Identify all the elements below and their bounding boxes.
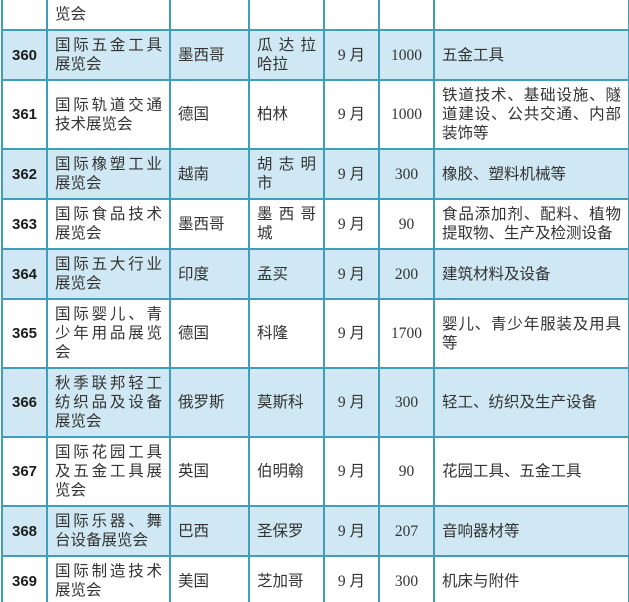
table-row: 368 国际乐器、舞台设备展览会 巴西 圣保罗 9 月 207 音响器材等	[1, 505, 629, 557]
cell-description: 五金工具	[433, 29, 629, 81]
cell-no: 361	[1, 79, 48, 150]
cell-name: 国际五金工具展览会	[46, 29, 171, 81]
cell-city: 伯明翰	[248, 436, 325, 507]
cell-no	[1, 0, 48, 31]
cell-scale: 90	[378, 198, 435, 250]
cell-month: 9 月	[323, 198, 380, 250]
cell-description: 花园工具、五金工具	[433, 436, 629, 507]
cell-scale: 300	[378, 148, 435, 200]
cell-name: 国际花园工具及五金工具展览会	[46, 436, 171, 507]
cell-scale: 1700	[378, 298, 435, 369]
cell-description: 轻工、纺织及生产设备	[433, 367, 629, 438]
cell-month: 9 月	[323, 367, 380, 438]
cell-scale: 300	[378, 367, 435, 438]
table-row: 363 国际食品技术展览会 墨西哥 墨西哥城 9 月 90 食品添加剂、配料、植物提取物、生…	[1, 198, 629, 250]
cell-name: 览会	[46, 0, 171, 31]
cell-country: 越南	[169, 148, 250, 200]
cell-description: 音响器材等	[433, 505, 629, 557]
cell-name: 国际五大行业展览会	[46, 248, 171, 300]
cell-name: 秋季联邦轻工纺织品及设备展览会	[46, 367, 171, 438]
cell-city	[248, 0, 325, 31]
cell-country	[169, 0, 250, 31]
cell-no: 365	[1, 298, 48, 369]
cell-name: 国际婴儿、青少年用品展览会	[46, 298, 171, 369]
table-row: 369 国际制造技术展览会 美国 芝加哥 9 月 300 机床与附件	[1, 555, 629, 602]
cell-description	[433, 0, 629, 31]
cell-country: 德国	[169, 298, 250, 369]
cell-name: 国际制造技术展览会	[46, 555, 171, 602]
cell-no: 369	[1, 555, 48, 602]
cell-month: 9 月	[323, 29, 380, 81]
cell-no: 360	[1, 29, 48, 81]
cell-month: 9 月	[323, 148, 380, 200]
cell-country: 俄罗斯	[169, 367, 250, 438]
cell-country: 美国	[169, 555, 250, 602]
table-row: 365 国际婴儿、青少年用品展览会 德国 科隆 9 月 1700 婴儿、青少年服装及用具等	[1, 298, 629, 369]
cell-month	[323, 0, 380, 31]
table-row: 367 国际花园工具及五金工具展览会 英国 伯明翰 9 月 90 花园工具、五金工具	[1, 436, 629, 507]
cell-no: 362	[1, 148, 48, 200]
cell-scale	[378, 0, 435, 31]
cell-name: 国际轨道交通技术展览会	[46, 79, 171, 150]
cell-city: 胡志明市	[248, 148, 325, 200]
cell-country: 巴西	[169, 505, 250, 557]
cell-country: 德国	[169, 79, 250, 150]
cell-description: 机床与附件	[433, 555, 629, 602]
cell-city: 墨西哥城	[248, 198, 325, 250]
table-row: 366 秋季联邦轻工纺织品及设备展览会 俄罗斯 莫斯科 9 月 300 轻工、纺织及生产设备	[1, 367, 629, 438]
cell-country: 墨西哥	[169, 29, 250, 81]
cell-city: 科隆	[248, 298, 325, 369]
cell-name: 国际橡塑工业展览会	[46, 148, 171, 200]
cell-city: 孟买	[248, 248, 325, 300]
cell-name: 国际乐器、舞台设备展览会	[46, 505, 171, 557]
table-row: 364 国际五大行业展览会 印度 孟买 9 月 200 建筑材料及设备	[1, 248, 629, 300]
cell-country: 墨西哥	[169, 198, 250, 250]
cell-month: 9 月	[323, 298, 380, 369]
cell-city: 柏林	[248, 79, 325, 150]
cell-city: 瓜达拉哈拉	[248, 29, 325, 81]
cell-scale: 207	[378, 505, 435, 557]
cell-no: 367	[1, 436, 48, 507]
cell-city: 芝加哥	[248, 555, 325, 602]
cell-city: 莫斯科	[248, 367, 325, 438]
cell-no: 364	[1, 248, 48, 300]
cell-description: 婴儿、青少年服装及用具等	[433, 298, 629, 369]
cell-scale: 1000	[378, 29, 435, 81]
cell-name: 国际食品技术展览会	[46, 198, 171, 250]
cell-description: 铁道技术、基础设施、隧道建设、公共交通、内部装饰等	[433, 79, 629, 150]
cell-scale: 300	[378, 555, 435, 602]
cell-month: 9 月	[323, 555, 380, 602]
table-row: 362 国际橡塑工业展览会 越南 胡志明市 9 月 300 橡胶、塑料机械等	[1, 148, 629, 200]
cell-month: 9 月	[323, 248, 380, 300]
table-row-partial: 览会	[1, 0, 629, 31]
cell-month: 9 月	[323, 79, 380, 150]
cell-month: 9 月	[323, 436, 380, 507]
cell-scale: 1000	[378, 79, 435, 150]
cell-no: 368	[1, 505, 48, 557]
table-row: 361 国际轨道交通技术展览会 德国 柏林 9 月 1000 铁道技术、基础设施、隧道建设、…	[1, 79, 629, 150]
cell-description: 橡胶、塑料机械等	[433, 148, 629, 200]
cell-country: 印度	[169, 248, 250, 300]
cell-month: 9 月	[323, 505, 380, 557]
cell-scale: 90	[378, 436, 435, 507]
cell-scale: 200	[378, 248, 435, 300]
cell-city: 圣保罗	[248, 505, 325, 557]
cell-description: 建筑材料及设备	[433, 248, 629, 300]
table-row: 360 国际五金工具展览会 墨西哥 瓜达拉哈拉 9 月 1000 五金工具	[1, 29, 629, 81]
cell-no: 366	[1, 367, 48, 438]
cell-description: 食品添加剂、配料、植物提取物、生产及检测设备	[433, 198, 629, 250]
cell-country: 英国	[169, 436, 250, 507]
cell-no: 363	[1, 198, 48, 250]
